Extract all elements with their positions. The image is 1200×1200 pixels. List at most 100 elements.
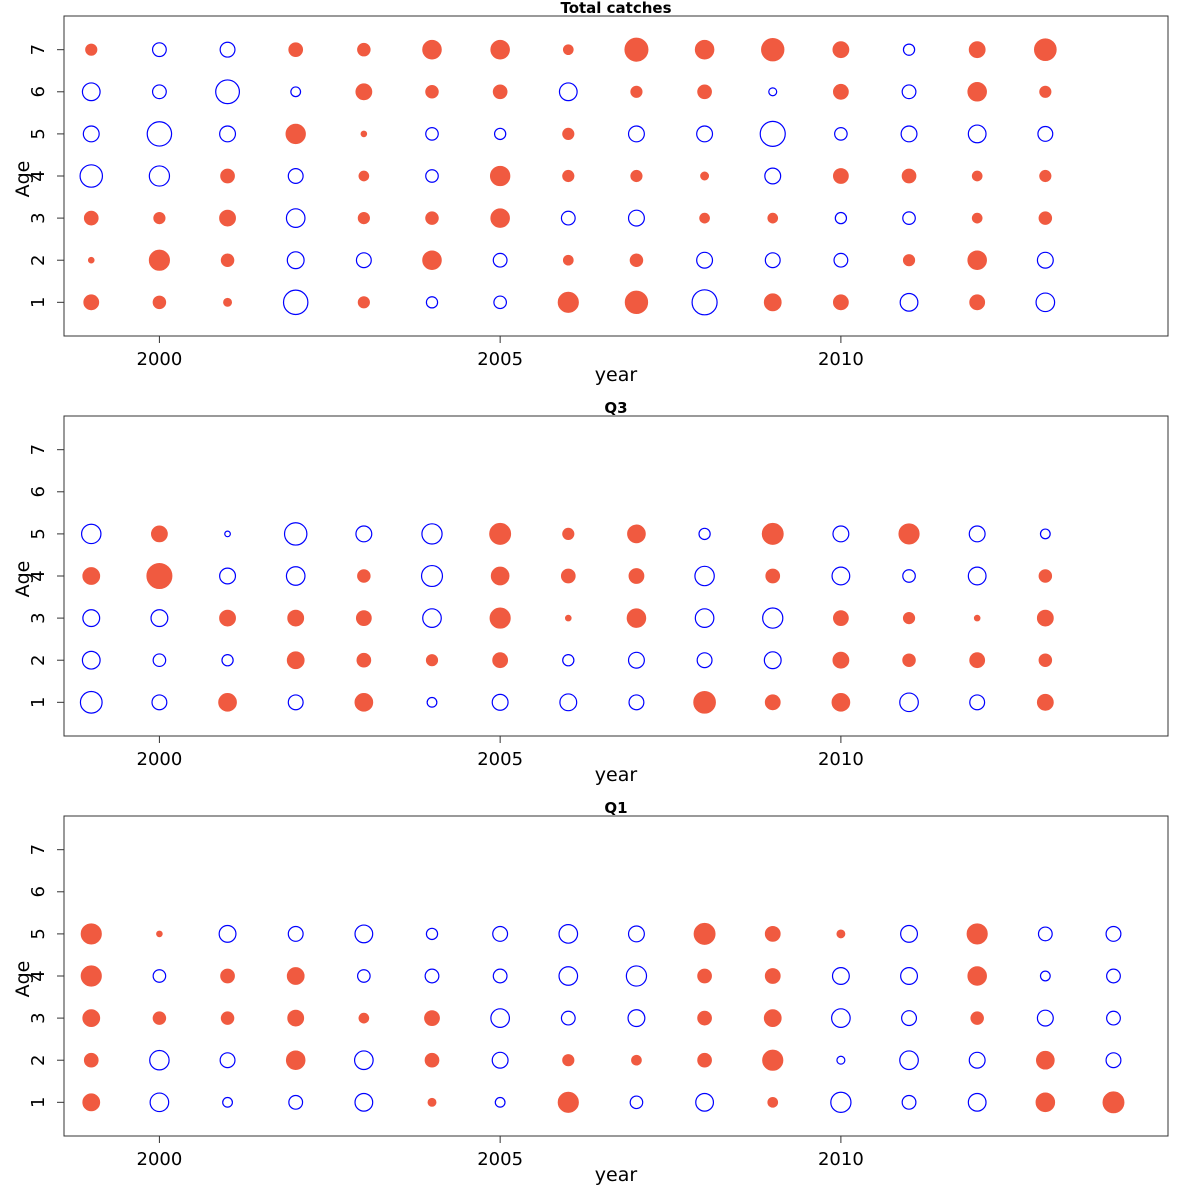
positive-residual-bubble (425, 211, 439, 225)
positive-residual-bubble (150, 525, 168, 543)
positive-residual-bubble (422, 250, 442, 270)
positive-residual-bubble (357, 569, 371, 583)
negative-residual-bubble (899, 1050, 919, 1071)
positive-residual-bubble (562, 127, 575, 140)
negative-residual-bubble (902, 211, 916, 225)
positive-residual-bubble (697, 1052, 712, 1068)
positive-residual-bubble (560, 568, 576, 584)
positive-residual-bubble (762, 1049, 784, 1071)
y-tick-label: 7 (28, 444, 49, 455)
negative-residual-bubble (490, 1008, 511, 1028)
x-tick-label: 2005 (477, 1149, 523, 1170)
positive-residual-bubble (832, 41, 850, 59)
y-tick-label: 6 (28, 86, 49, 97)
y-tick-label: 1 (28, 297, 49, 308)
negative-residual-bubble (285, 208, 306, 228)
negative-residual-bubble (218, 924, 237, 943)
negative-residual-bubble (221, 654, 234, 667)
negative-residual-bubble (353, 1050, 374, 1071)
positive-residual-bubble (152, 295, 167, 310)
negative-residual-bubble (493, 295, 507, 310)
negative-residual-bubble (1106, 968, 1121, 984)
positive-residual-bubble (628, 568, 645, 584)
negative-residual-bubble (900, 924, 919, 943)
plot-frame (63, 415, 1169, 737)
positive-residual-bubble (220, 968, 235, 984)
negative-residual-bubble (1106, 1010, 1121, 1026)
positive-residual-bubble (148, 249, 170, 271)
positive-residual-bubble (80, 923, 102, 945)
negative-residual-bubble (424, 968, 440, 984)
positive-residual-bubble (146, 563, 173, 589)
x-tick-label: 2010 (818, 1149, 864, 1170)
y-tick-label: 4 (28, 970, 49, 981)
negative-residual-bubble (82, 125, 100, 143)
positive-residual-bubble (360, 130, 368, 138)
positive-residual-bubble (80, 965, 102, 987)
y-tick-label: 2 (28, 1054, 49, 1065)
positive-residual-bubble (562, 1054, 575, 1067)
negative-residual-bubble (901, 1010, 918, 1027)
negative-residual-bubble (768, 87, 778, 97)
positive-residual-bubble (629, 253, 644, 267)
positive-residual-bubble (355, 83, 373, 101)
negative-residual-bubble (969, 694, 986, 711)
negative-residual-bubble (899, 692, 919, 713)
x-tick-label: 2010 (818, 749, 864, 770)
negative-residual-bubble (901, 84, 917, 100)
positive-residual-bubble (967, 250, 987, 270)
negative-residual-bubble (836, 1055, 846, 1065)
positive-residual-bubble (286, 651, 305, 670)
positive-residual-bubble (763, 1009, 782, 1027)
positive-residual-bubble (354, 692, 374, 712)
positive-residual-bubble (85, 43, 98, 56)
negative-residual-bubble (146, 121, 173, 147)
negative-residual-bubble (831, 1008, 851, 1028)
positive-residual-bubble (87, 256, 95, 264)
positive-residual-bubble (219, 609, 236, 627)
negative-residual-bubble (150, 609, 169, 628)
positive-residual-bubble (971, 212, 983, 224)
negative-residual-bubble (290, 86, 302, 98)
positive-residual-bubble (966, 923, 988, 945)
positive-residual-bubble (82, 1009, 101, 1027)
negative-residual-bubble (354, 924, 374, 944)
y-tick-label: 4 (28, 570, 49, 581)
y-tick-label: 4 (28, 170, 49, 181)
positive-residual-bubble (427, 1097, 437, 1107)
negative-residual-bubble (696, 125, 714, 143)
negative-residual-bubble (627, 925, 645, 943)
negative-residual-bubble (694, 565, 715, 587)
positive-residual-bubble (562, 44, 574, 56)
y-tick-label: 6 (28, 886, 49, 897)
positive-residual-bubble (355, 610, 372, 627)
negative-residual-bubble (899, 292, 919, 312)
negative-residual-bubble (696, 652, 713, 669)
negative-residual-bubble (831, 566, 851, 586)
positive-residual-bubble (767, 212, 779, 224)
positive-residual-bubble (831, 692, 851, 712)
positive-residual-bubble (836, 929, 846, 939)
negative-residual-bubble (79, 164, 104, 188)
negative-residual-bubble (287, 925, 304, 942)
positive-residual-bubble (82, 1093, 101, 1112)
negative-residual-bubble (151, 42, 167, 58)
y-axis-label: Age (12, 961, 34, 998)
positive-residual-bubble (489, 522, 512, 545)
negative-residual-bubble (219, 41, 236, 58)
x-tick-label: 2005 (477, 349, 523, 370)
positive-residual-bubble (1035, 1092, 1056, 1113)
positive-residual-bubble (286, 967, 305, 985)
y-axis-label: Age (12, 561, 34, 598)
negative-residual-bubble (422, 608, 442, 628)
y-tick-label: 7 (28, 44, 49, 55)
positive-residual-bubble (764, 694, 781, 711)
panel-title: Total catches (560, 0, 671, 17)
negative-residual-bubble (149, 1092, 170, 1113)
x-tick-label: 2000 (137, 1149, 183, 1170)
positive-residual-bubble (425, 654, 439, 667)
positive-residual-bubble (967, 82, 987, 102)
positive-residual-bubble (424, 1010, 440, 1027)
negative-residual-bubble (492, 968, 508, 984)
negative-residual-bubble (625, 965, 648, 987)
